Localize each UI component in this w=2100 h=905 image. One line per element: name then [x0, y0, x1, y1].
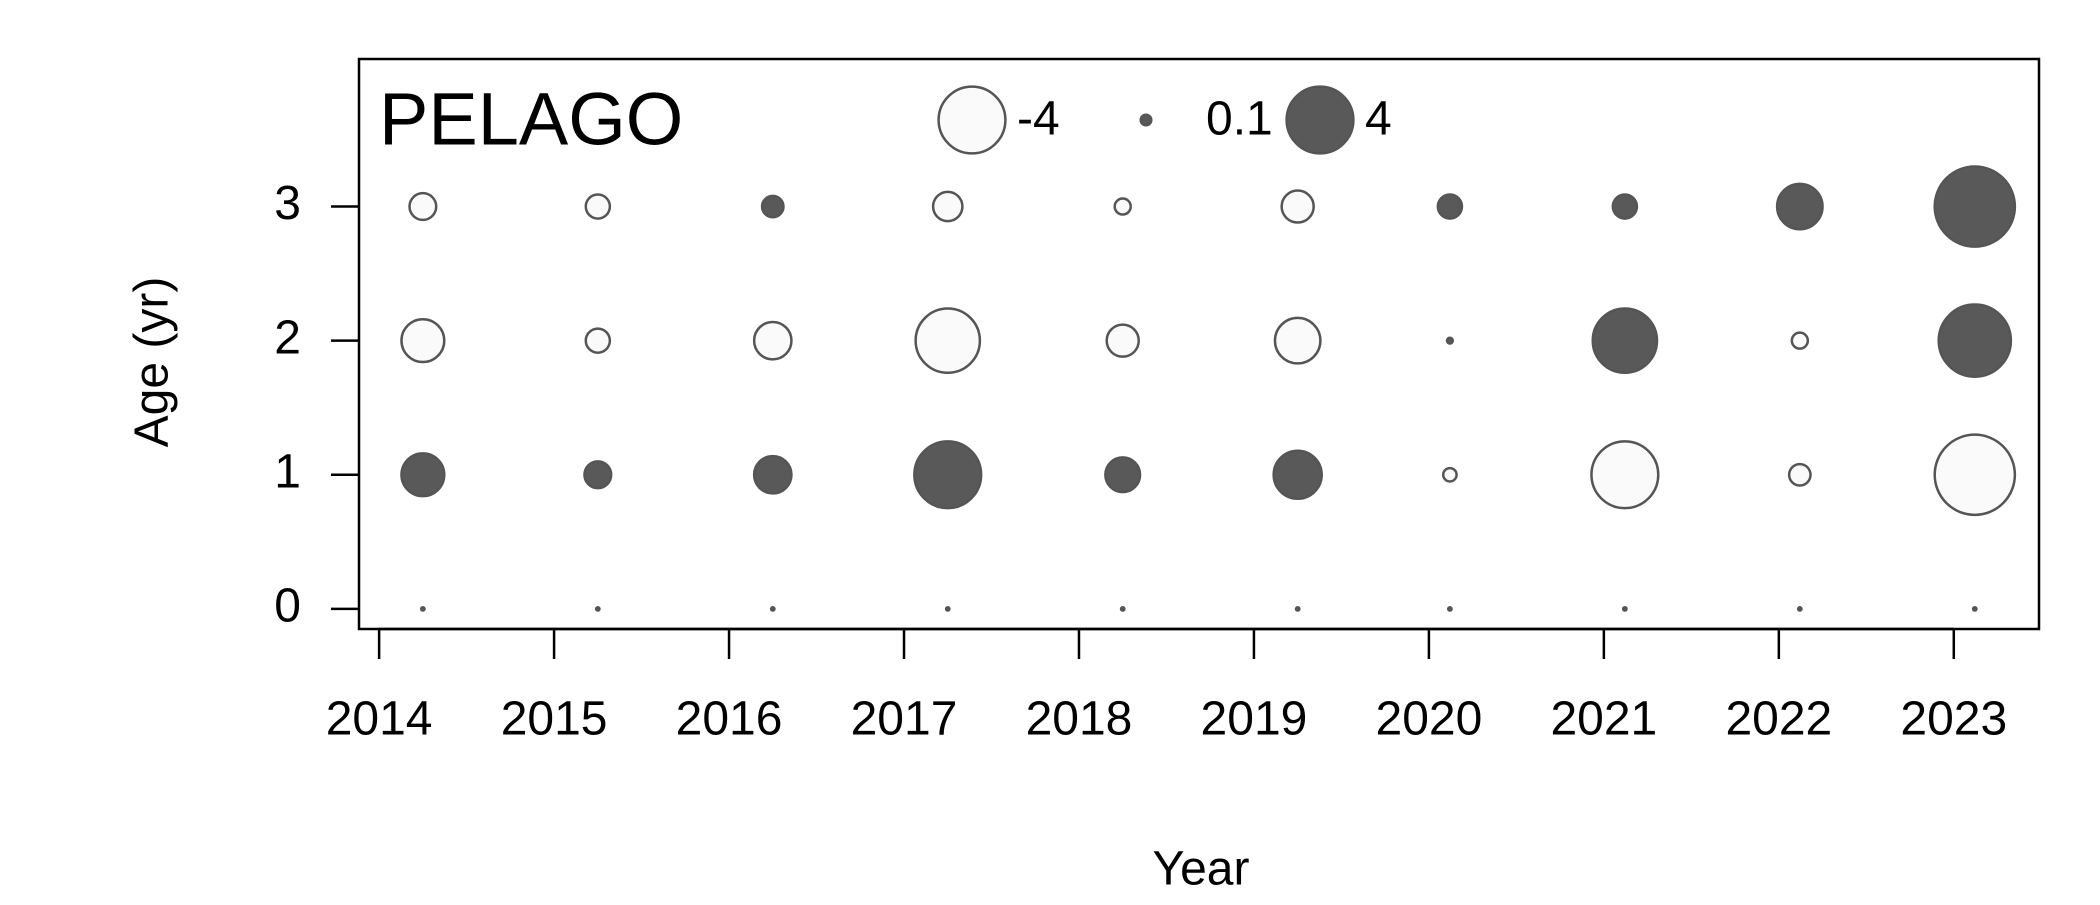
bubble [913, 440, 983, 510]
bubble [1436, 193, 1464, 220]
bubble [752, 320, 793, 361]
bubble [760, 194, 785, 219]
bubble [584, 193, 612, 220]
bubble [1790, 331, 1810, 350]
bubble [1272, 449, 1323, 501]
bubble [1119, 605, 1126, 612]
y-tick-label: 2 [274, 311, 301, 364]
bubble [400, 318, 446, 364]
y-axis-label: Age (yr) [126, 277, 179, 448]
y-tick-label: 3 [274, 177, 301, 230]
bubble [914, 307, 982, 375]
bubble [1294, 605, 1301, 612]
bubble [1933, 165, 2017, 248]
chart-title: PELAGO [379, 78, 683, 161]
bubble [1611, 193, 1639, 220]
bubble [400, 452, 446, 498]
x-tick-label: 2019 [1201, 693, 1308, 746]
legend-bubble [1285, 85, 1355, 155]
bubble [1441, 466, 1458, 483]
legend-label: 4 [1365, 93, 1392, 146]
bubble [931, 190, 964, 223]
x-tick-label: 2016 [676, 693, 783, 746]
bubble [1445, 336, 1455, 345]
bubble [1104, 456, 1142, 494]
bubble [1273, 316, 1322, 365]
x-tick-label: 2023 [1900, 693, 2007, 746]
bubble [1280, 189, 1315, 224]
legend-bubble [1139, 113, 1153, 127]
bubble [594, 605, 601, 612]
bubble [1971, 605, 1978, 612]
bubble [1775, 182, 1824, 231]
bubble [408, 191, 438, 222]
bubble [1787, 462, 1812, 487]
bubble [584, 327, 612, 354]
bubble [1621, 605, 1628, 612]
x-tick-label: 2018 [1026, 693, 1133, 746]
x-axis-label: Year [1153, 843, 1250, 896]
bubble [1590, 440, 1660, 510]
x-tick-label: 2017 [851, 693, 958, 746]
legend-label: 0.1 [1206, 93, 1273, 146]
x-tick-label: 2021 [1550, 693, 1657, 746]
y-tick-label: 0 [274, 580, 301, 633]
x-tick-label: 2014 [326, 693, 433, 746]
bubble [1591, 307, 1659, 375]
bubble [1446, 605, 1453, 612]
bubble [1937, 303, 2013, 378]
legend-bubble [937, 85, 1007, 155]
bubble [1113, 197, 1132, 216]
y-tick-label: 1 [274, 445, 301, 498]
bubble [1933, 433, 2017, 517]
bubble [1105, 323, 1140, 358]
legend-label: -4 [1017, 93, 1060, 146]
bubble [769, 605, 776, 612]
bubble [583, 460, 613, 490]
bubble [944, 605, 951, 612]
bubble [419, 605, 426, 612]
x-tick-label: 2022 [1725, 693, 1832, 746]
bubble [752, 454, 793, 495]
x-tick-label: 2020 [1376, 693, 1483, 746]
x-tick-label: 2015 [501, 693, 608, 746]
bubble [1796, 605, 1803, 612]
